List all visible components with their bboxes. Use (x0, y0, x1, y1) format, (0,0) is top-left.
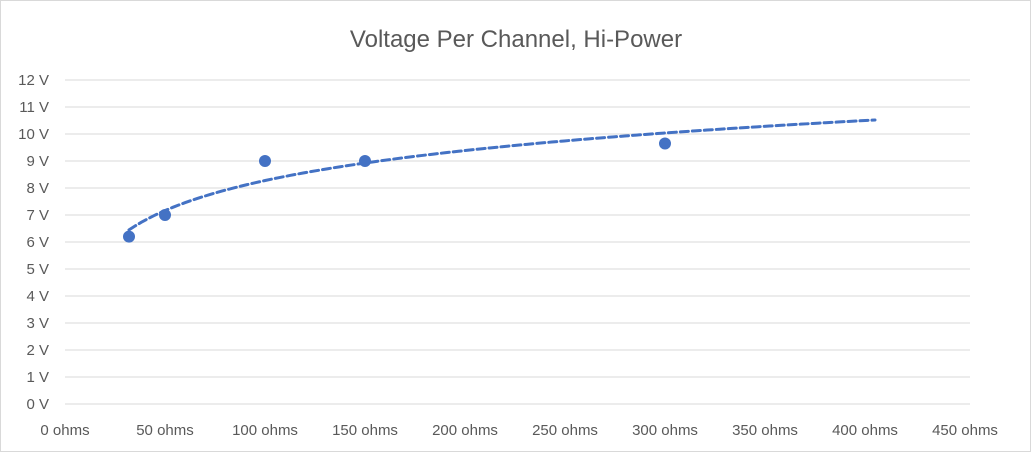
x-tick-label: 350 ohms (732, 422, 798, 439)
x-tick-label: 100 ohms (232, 422, 298, 439)
y-tick-label: 9 V (26, 153, 49, 170)
x-tick-label: 450 ohms (932, 422, 998, 439)
y-tick-label: 6 V (26, 234, 49, 251)
y-tick-label: 2 V (26, 342, 49, 359)
data-point (659, 137, 671, 150)
y-axis-tick-labels: 0 V 1 V 2 V 3 V 4 V 5 V 6 V 7 V 8 V 9 V 10 V 11 V 12… (18, 72, 49, 413)
y-tick-label: 4 V (26, 288, 49, 305)
gridlines (65, 79, 970, 405)
x-tick-label: 300 ohms (632, 422, 698, 439)
y-tick-label: 0 V (26, 396, 49, 413)
y-tick-label: 1 V (26, 369, 49, 386)
y-tick-label: 11 V (19, 99, 49, 116)
y-tick-label: 7 V (26, 207, 49, 224)
data-point (123, 230, 135, 243)
data-points (123, 137, 671, 243)
x-tick-label: 0 ohms (40, 422, 89, 439)
x-tick-label: 250 ohms (532, 422, 598, 439)
x-tick-label: 200 ohms (432, 422, 498, 439)
trendline (127, 118, 877, 232)
x-axis-tick-labels: 0 ohms 50 ohms 100 ohms 150 ohms 200 ohms 250… (40, 422, 998, 439)
x-tick-label: 50 ohms (136, 422, 194, 439)
y-tick-label: 5 V (26, 261, 49, 278)
trendline-layer (127, 118, 877, 232)
y-tick-label: 3 V (26, 315, 49, 332)
y-tick-label: 10 V (18, 126, 49, 143)
data-point (359, 155, 371, 167)
y-tick-label: 8 V (26, 180, 49, 197)
data-point (159, 209, 171, 221)
x-tick-label: 150 ohms (332, 422, 398, 439)
x-tick-label: 400 ohms (832, 422, 898, 439)
data-point (259, 155, 271, 167)
chart-title: Voltage Per Channel, Hi-Power (350, 26, 682, 53)
y-tick-label: 12 V (18, 72, 49, 89)
